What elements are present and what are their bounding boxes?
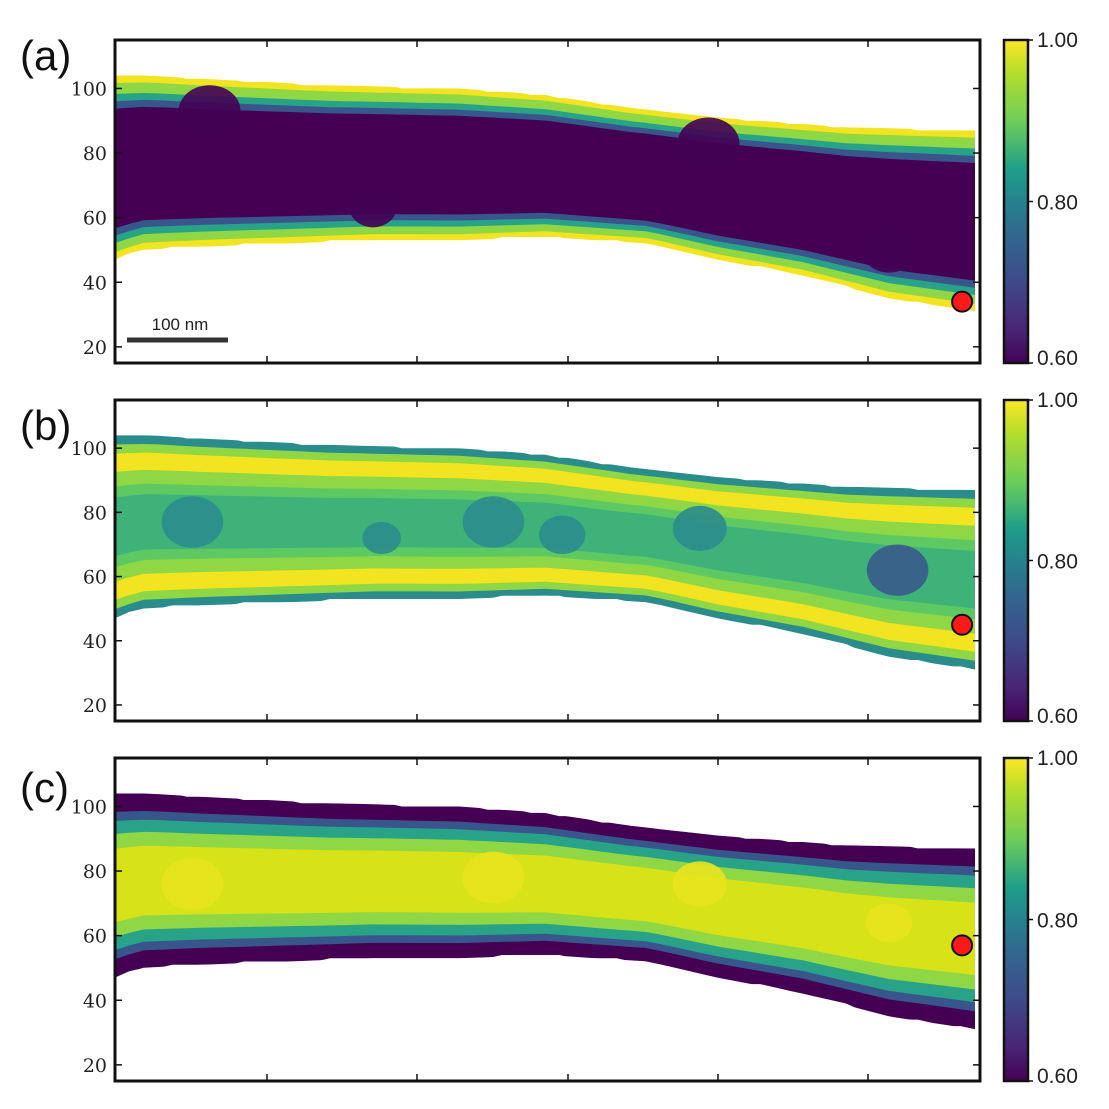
heatmap-blob [161, 858, 224, 910]
heatmap-image [115, 75, 975, 312]
colorbar-tick-label: 0.80 [1037, 910, 1078, 933]
axes-frame [113, 756, 982, 1083]
y-tick-label: 20 [83, 695, 107, 717]
colorbar-tick-label: 1.00 [1037, 747, 1078, 770]
colorbar-tick-label: 0.60 [1037, 1065, 1078, 1088]
axes-frame [113, 38, 982, 365]
heatmap-image [115, 793, 975, 1030]
colorbar-tick-label: 0.80 [1037, 192, 1078, 215]
heatmap-blob [672, 861, 727, 907]
colorbar-gradient [1002, 38, 1030, 365]
panel-label-a: (a) [20, 32, 72, 79]
position-marker [951, 934, 974, 957]
y-tick-label: 100 [71, 438, 107, 460]
heatmap-blob [349, 188, 397, 228]
colorbar-gradient [1002, 756, 1030, 1083]
y-tick-label: 20 [83, 337, 107, 359]
colorbar-gradient [1002, 398, 1030, 723]
colorbar: 0.60 0.80 1.00 [1002, 747, 1078, 1088]
y-tick-label: 40 [83, 631, 107, 653]
colorbar-tick-label: 1.00 [1037, 389, 1078, 412]
colorbar-tick-label: 0.60 [1037, 347, 1078, 370]
y-tick-label: 20 [83, 1055, 107, 1077]
y-tick-label: 100 [71, 796, 107, 818]
y-tick-label: 40 [83, 272, 107, 294]
heatmap-blob [866, 544, 929, 596]
heatmap-blob [677, 117, 740, 170]
y-tick-label: 80 [83, 143, 107, 165]
y-tick-label: 80 [83, 502, 107, 524]
colorbar: 0.60 0.80 1.00 [1002, 29, 1078, 370]
heatmap-blob [539, 515, 586, 555]
panel-label-c: (c) [20, 764, 69, 811]
panel-a: 20 40 60 80 100 100 nm 0.60 0.80 1.00 [71, 29, 1078, 370]
heatmap-blob [161, 496, 224, 548]
colorbar: 0.60 0.80 1.00 [1002, 389, 1078, 728]
heatmap-blob [462, 496, 525, 548]
position-marker [951, 290, 974, 313]
heatmap-blob [178, 85, 241, 137]
heatmap-blob [362, 521, 401, 555]
heatmap-blob [672, 505, 727, 551]
y-tick-label: 60 [83, 926, 107, 948]
heatmap-blob [861, 227, 917, 273]
y-tick-label: 60 [83, 567, 107, 589]
colorbar-tick-label: 0.60 [1037, 705, 1078, 728]
colorbar-tick-label: 0.80 [1037, 551, 1078, 574]
y-tick-label: 100 [71, 78, 107, 100]
y-tick-label: 60 [83, 208, 107, 230]
heatmap-image [115, 435, 975, 670]
position-marker [951, 613, 974, 636]
panel-label-b: (b) [20, 402, 72, 449]
y-tick-label: 40 [83, 990, 107, 1012]
panel-b: 20 40 60 80 100 0.60 0.80 1.00 [71, 389, 1078, 728]
axes-frame [113, 398, 982, 723]
y-tick-label: 80 [83, 861, 107, 883]
heatmap-blob [865, 903, 913, 943]
heatmap-blob [462, 851, 525, 904]
scale-bar-label: 100 nm [152, 315, 209, 334]
panel-c: 20 40 60 80 100 0.60 0.80 1.00 [71, 747, 1078, 1088]
colorbar-tick-label: 1.00 [1037, 29, 1078, 52]
